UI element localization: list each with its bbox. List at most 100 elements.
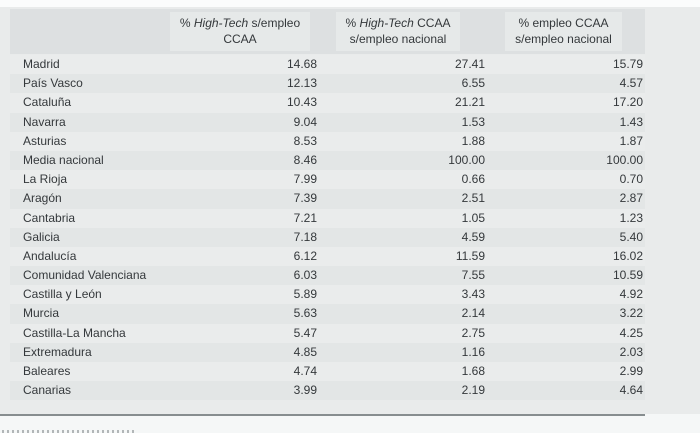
value-cell-hightech-empleo-ccaa: 3.99 [293, 383, 317, 398]
region-name-cell: Andalucía [23, 248, 77, 263]
value-cell-hightech-ccaa-nacional: 2.51 [461, 191, 485, 206]
value-cell-empleo-ccaa-nacional: 100.00 [606, 152, 643, 167]
value-cell-hightech-ccaa-nacional: 21.21 [454, 95, 485, 110]
value-cell-hightech-empleo-ccaa: 6.03 [293, 268, 317, 283]
table-row: Baleares 4.74 1.68 2.99 [10, 362, 645, 382]
region-name-cell: Cantabria [23, 210, 76, 225]
column-header-text: % High-Tech CCAA s/empleo nacional [335, 12, 461, 51]
value-cell-hightech-ccaa-nacional: 3.43 [461, 287, 485, 302]
table-row: Madrid 14.68 27.41 15.79 [10, 55, 645, 75]
value-cell-hightech-empleo-ccaa: 12.13 [286, 76, 317, 91]
region-name-cell: Baleares [23, 364, 71, 378]
table-row: Cataluña 10.43 21.21 17.20 [10, 93, 645, 113]
value-cell-hightech-empleo-ccaa: 10.43 [286, 95, 317, 110]
value-cell-empleo-ccaa-nacional: 1.87 [619, 133, 643, 148]
value-cell-hightech-empleo-ccaa: 7.99 [293, 172, 317, 187]
table-row: Castilla-La Mancha 5.47 2.75 4.25 [10, 323, 645, 343]
region-name-cell: Navarra [23, 114, 66, 129]
region-name-cell: Extremadura [23, 344, 92, 359]
table-row: Murcia 5.63 2.14 3.22 [10, 304, 645, 324]
value-cell-hightech-empleo-ccaa: 4.74 [293, 364, 317, 378]
table-row: País Vasco 12.13 6.55 4.57 [10, 74, 645, 94]
value-cell-hightech-ccaa-nacional: 1.16 [461, 344, 485, 359]
region-name-cell: País Vasco [23, 76, 83, 91]
value-cell-hightech-ccaa-nacional: 1.05 [461, 210, 485, 225]
value-cell-hightech-ccaa-nacional: 2.19 [461, 383, 485, 398]
value-cell-empleo-ccaa-nacional: 0.70 [619, 172, 643, 187]
table-row: Cantabria 7.21 1.05 1.23 [10, 208, 645, 228]
value-cell-hightech-ccaa-nacional: 1.53 [461, 114, 485, 129]
value-cell-empleo-ccaa-nacional: 10.59 [612, 268, 643, 283]
value-cell-empleo-ccaa-nacional: 5.40 [619, 229, 643, 244]
value-cell-hightech-empleo-ccaa: 5.47 [293, 325, 317, 340]
value-cell-hightech-empleo-ccaa: 9.04 [293, 114, 317, 129]
value-cell-hightech-empleo-ccaa: 7.18 [293, 229, 317, 244]
value-cell-hightech-empleo-ccaa: 7.39 [293, 191, 317, 206]
value-cell-hightech-ccaa-nacional: 6.55 [461, 76, 485, 91]
value-cell-empleo-ccaa-nacional: 16.02 [612, 248, 643, 263]
value-cell-empleo-ccaa-nacional: 15.79 [612, 57, 643, 71]
table-row: Extremadura 4.85 1.16 2.03 [10, 342, 645, 362]
table-row: Castilla y León 5.89 3.43 4.92 [10, 285, 645, 305]
clipped-footnote-fragment [2, 430, 137, 433]
value-cell-empleo-ccaa-nacional: 4.92 [619, 287, 643, 302]
region-name-cell: Murcia [23, 306, 60, 321]
value-cell-hightech-ccaa-nacional: 4.59 [461, 229, 485, 244]
value-cell-empleo-ccaa-nacional: 2.87 [619, 191, 643, 206]
table-row: Aragón 7.39 2.51 2.87 [10, 189, 645, 209]
value-cell-hightech-empleo-ccaa: 6.12 [293, 248, 317, 263]
table-row: Navarra 9.04 1.53 1.43 [10, 112, 645, 132]
region-name-cell: Comunidad Valenciana [23, 268, 147, 283]
table-rows: Madrid 14.68 27.41 15.79 País Vasco 12.13 6.55… [10, 55, 645, 401]
region-name-cell: Asturias [23, 133, 67, 148]
region-name-cell: La Rioja [23, 172, 68, 187]
value-cell-hightech-ccaa-nacional: 2.14 [461, 306, 485, 321]
column-header-text: % empleo CCAA s/empleo nacional [505, 12, 622, 51]
table-header-row: % High-Tech s/empleo CCAA % High-Tech CC… [10, 9, 645, 54]
region-name-cell: Galicia [23, 229, 60, 244]
value-cell-empleo-ccaa-nacional: 4.64 [619, 383, 643, 398]
page-top-margin [0, 0, 700, 7]
region-name-cell: Aragón [23, 191, 62, 206]
table-row: Asturias 8.53 1.88 1.87 [10, 131, 645, 151]
value-cell-hightech-empleo-ccaa: 8.53 [293, 133, 317, 148]
value-cell-hightech-ccaa-nacional: 1.88 [461, 133, 485, 148]
value-cell-empleo-ccaa-nacional: 17.20 [612, 95, 643, 110]
value-cell-hightech-empleo-ccaa: 4.85 [293, 344, 317, 359]
table-row: Galicia 7.18 4.59 5.40 [10, 227, 645, 247]
table-row: Comunidad Valenciana 6.03 7.55 10.59 [10, 266, 645, 286]
value-cell-hightech-ccaa-nacional: 0.66 [461, 172, 485, 187]
value-cell-hightech-ccaa-nacional: 11.59 [455, 248, 485, 263]
column-header-text: % High-Tech s/empleo CCAA [169, 12, 311, 51]
value-cell-hightech-ccaa-nacional: 27.41 [454, 57, 485, 71]
value-cell-empleo-ccaa-nacional: 1.23 [619, 210, 643, 225]
value-cell-empleo-ccaa-nacional: 1.43 [619, 114, 643, 129]
table-row: Media nacional 8.46 100.00 100.00 [10, 150, 645, 171]
region-name-cell: Castilla y León [23, 287, 102, 302]
value-cell-hightech-empleo-ccaa: 5.89 [293, 287, 317, 302]
value-cell-hightech-ccaa-nacional: 2.75 [461, 325, 485, 340]
value-cell-empleo-ccaa-nacional: 2.99 [619, 364, 643, 378]
region-name-cell: Canarias [23, 383, 72, 398]
value-cell-hightech-empleo-ccaa: 14.68 [286, 57, 317, 71]
column-header-hightech-ccaa-nacional: % High-Tech CCAA s/empleo nacional [330, 12, 490, 51]
column-header-hightech-empleo-ccaa: % High-Tech s/empleo CCAA [168, 12, 330, 51]
region-name-cell: Cataluña [23, 95, 72, 110]
value-cell-empleo-ccaa-nacional: 2.03 [619, 344, 643, 359]
region-name-cell: Madrid [23, 57, 60, 71]
region-name-cell: Castilla-La Mancha [23, 325, 126, 340]
employment-table: % High-Tech s/empleo CCAA % High-Tech CC… [0, 7, 700, 414]
table-row: La Rioja 7.99 0.66 0.70 [10, 170, 645, 190]
table-row: Canarias 3.99 2.19 4.64 [10, 381, 645, 401]
value-cell-hightech-ccaa-nacional: 100.00 [448, 152, 485, 167]
value-cell-empleo-ccaa-nacional: 4.57 [619, 76, 643, 91]
value-cell-hightech-empleo-ccaa: 8.46 [293, 152, 317, 167]
value-cell-hightech-ccaa-nacional: 7.55 [461, 268, 485, 283]
table-bottom-rule [0, 414, 645, 416]
value-cell-hightech-empleo-ccaa: 7.21 [293, 210, 317, 225]
region-name-cell: Media nacional [23, 152, 104, 167]
value-cell-empleo-ccaa-nacional: 4.25 [619, 325, 643, 340]
value-cell-hightech-ccaa-nacional: 1.68 [461, 364, 485, 378]
column-header-empleo-ccaa-nacional: % empleo CCAA s/empleo nacional [490, 12, 645, 51]
